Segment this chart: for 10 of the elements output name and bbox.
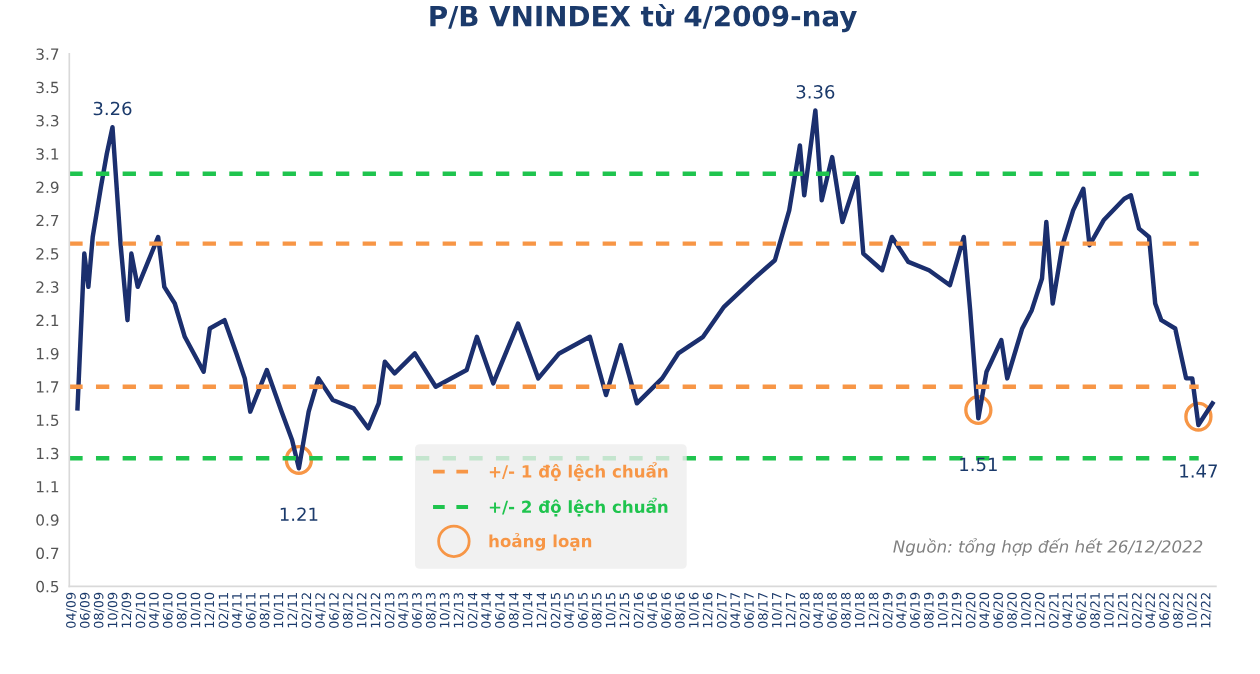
annotation: 3.26 [93, 101, 132, 116]
annotation: 1.21 [280, 507, 318, 521]
legend-label: +/- 2 độ lệch chuẩn [489, 497, 668, 517]
annotation: 1.51 [960, 457, 997, 472]
chart-title: P/B VNINDEX từ 4/2009-nay [430, 3, 857, 33]
legend-label: +/- 1 độ lệch chuẩn [489, 462, 668, 481]
annotation: 3.36 [796, 85, 835, 99]
annotation: 1.47 [1180, 464, 1217, 478]
annotation: Nguồn: tổng hợp đến hết 26/12/2022 [893, 538, 1203, 557]
annotation: hoảng loạn [489, 533, 592, 551]
